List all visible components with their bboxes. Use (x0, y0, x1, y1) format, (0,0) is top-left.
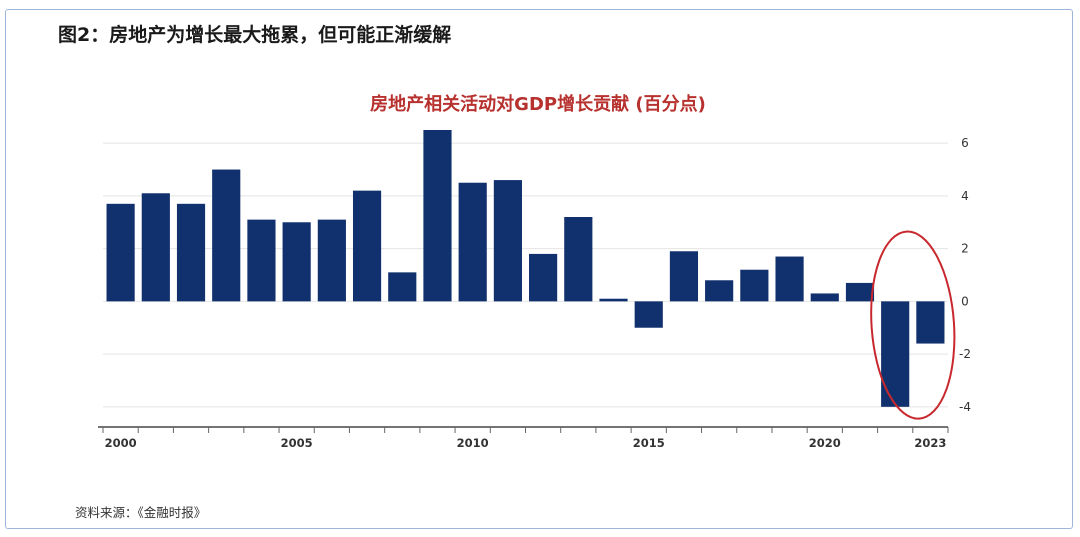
bar-2014 (599, 298, 628, 302)
chart-title: 房地产相关活动对GDP增长贡献 (百分点) (370, 93, 706, 115)
bar-2018 (740, 269, 769, 302)
bar-2006 (317, 219, 346, 302)
bar-2009 (423, 130, 452, 302)
bar-2019 (775, 256, 804, 302)
x-tick-label: 2020 (809, 436, 841, 450)
bar-2021 (845, 282, 875, 302)
bar-2005 (282, 222, 311, 302)
bar-2000 (106, 203, 135, 302)
bar-2015 (634, 301, 663, 328)
x-tick-label: 2023 (914, 436, 946, 450)
y-tick-label: 0 (961, 294, 969, 308)
x-tick-label: 2005 (281, 436, 313, 450)
y-tick-label: -4 (959, 400, 971, 414)
bar-2012 (529, 253, 558, 302)
x-tick-label: 2000 (105, 436, 137, 450)
bar-2007 (352, 190, 382, 302)
bar-2016 (669, 251, 699, 302)
y-tick-label: 6 (961, 136, 969, 150)
bar-2008 (388, 272, 417, 302)
y-tick-label: 2 (961, 242, 969, 256)
y-tick-label: 4 (961, 189, 969, 203)
highlight-ellipse (870, 230, 956, 420)
bar-2003 (212, 169, 241, 302)
bar-2010 (458, 182, 487, 302)
bar-2020 (810, 293, 839, 302)
x-tick-label: 2010 (457, 436, 489, 450)
y-tick-label: -2 (959, 347, 971, 361)
bar-2017 (705, 280, 734, 302)
bar-2023 (916, 301, 945, 344)
bar-2013 (564, 217, 593, 302)
bar-2011 (493, 180, 522, 302)
source-note: 资料来源：《金融时报》 (75, 505, 207, 520)
x-tick-label: 2015 (633, 436, 665, 450)
bar-2002 (176, 203, 206, 302)
bar-2004 (247, 219, 276, 302)
bar-2022 (881, 301, 910, 407)
bar-2001 (141, 193, 170, 302)
figure-title: 图2：房地产为增长最大拖累，但可能正渐缓解 (58, 24, 452, 46)
